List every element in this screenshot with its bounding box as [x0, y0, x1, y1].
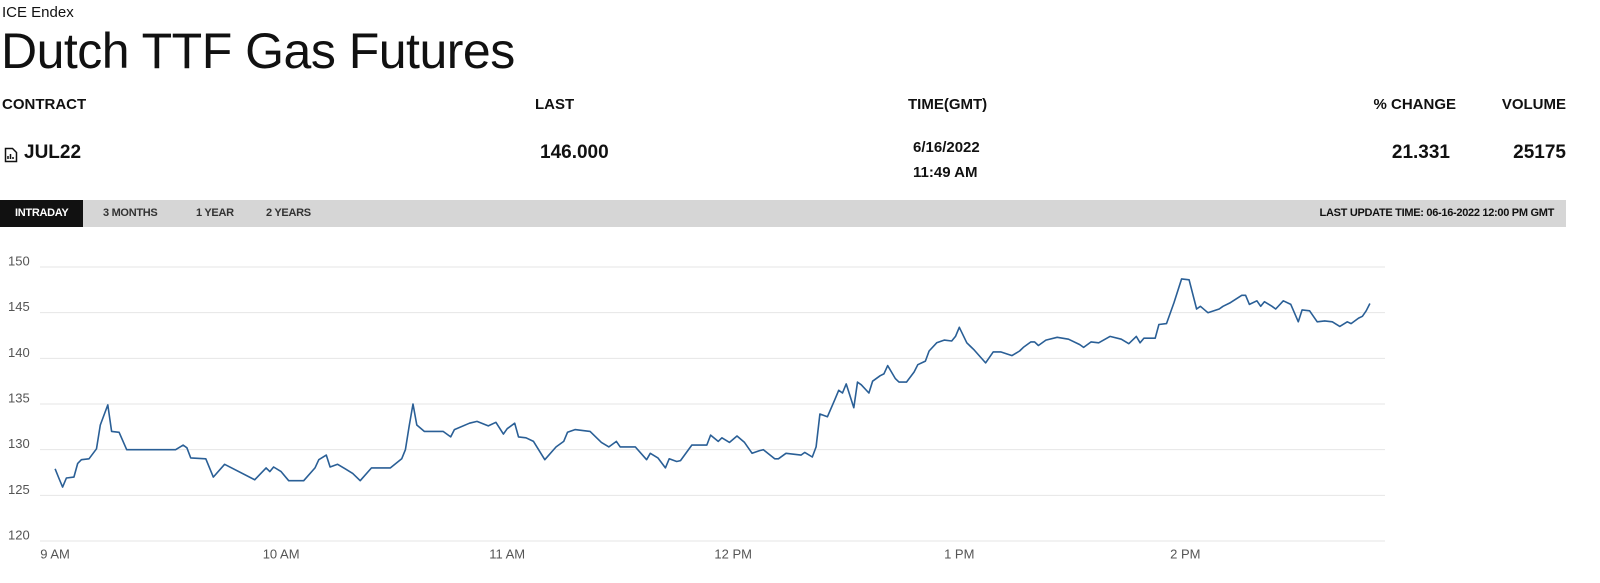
page-title: Dutch TTF Gas Futures	[1, 23, 515, 79]
price-line	[54, 278, 1371, 488]
contract-link[interactable]: JUL22	[24, 142, 82, 163]
last-price: 146.000	[540, 142, 609, 163]
column-header: TIME(GMT)	[908, 96, 988, 113]
y-tick-label: 120	[8, 527, 30, 542]
y-tick-label: 140	[8, 345, 30, 360]
range-tab[interactable]: 1 YEAR	[196, 207, 234, 219]
x-tick-label: 11 AM	[489, 546, 525, 561]
source-label: ICE Endex	[2, 4, 74, 21]
x-tick-label: 9 AM	[40, 546, 70, 561]
volume: 25175	[1513, 142, 1566, 163]
column-header: VOLUME	[1501, 96, 1566, 113]
y-tick-label: 125	[8, 482, 30, 497]
y-tick-label: 135	[8, 390, 30, 405]
y-tick-label: 145	[8, 299, 30, 314]
column-header: LAST	[535, 96, 575, 113]
x-tick-label: 1 PM	[944, 546, 974, 561]
y-tick-label: 130	[8, 436, 30, 451]
x-tick-label: 12 PM	[714, 546, 752, 561]
range-tab[interactable]: INTRADAY	[0, 200, 84, 227]
range-tab[interactable]: 2 YEARS	[266, 207, 311, 219]
column-header: % CHANGE	[1373, 96, 1456, 113]
last-update: LAST UPDATE TIME: 06-16-2022 12:00 PM GM…	[1319, 207, 1555, 219]
quote-time: 11:49 AM	[913, 164, 978, 181]
tab-bar: LAST UPDATE TIME: 06-16-2022 12:00 PM GM…	[0, 200, 1566, 227]
x-tick-label: 2 PM	[1170, 546, 1200, 561]
percent-change: 21.331	[1391, 142, 1450, 163]
y-tick-label: 150	[8, 253, 30, 268]
column-header: CONTRACT	[2, 96, 87, 113]
range-tab[interactable]: 3 MONTHS	[103, 207, 158, 219]
chart-icon	[4, 147, 18, 163]
quote-date: 6/16/2022	[913, 139, 980, 156]
x-tick-label: 10 AM	[263, 546, 300, 561]
